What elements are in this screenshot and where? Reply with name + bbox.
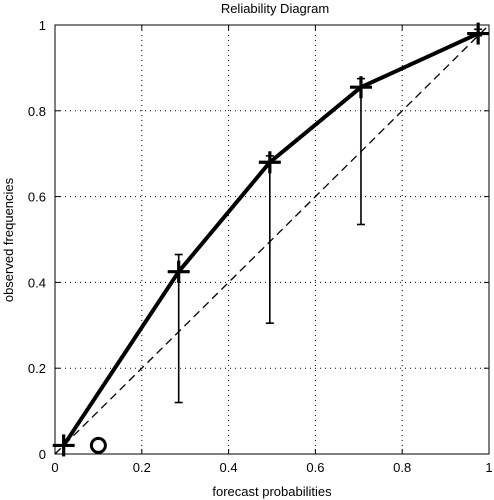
x-axis-label: forecast probabilities — [212, 484, 332, 499]
axes-box — [54, 24, 490, 455]
data-point-marker — [52, 434, 75, 457]
y-tick-label: 0.4 — [28, 275, 46, 290]
data-point-marker — [258, 151, 281, 174]
x-tick-label: 1 — [485, 460, 492, 475]
data-point-marker — [349, 76, 372, 99]
x-tick-label: 0.6 — [306, 460, 324, 475]
y-tick-label: 0 — [39, 447, 46, 462]
data-point-marker — [167, 260, 190, 283]
reliability-curve — [62, 31, 479, 447]
x-tick-label: 0 — [51, 460, 58, 475]
x-tick-label: 0.8 — [393, 460, 411, 475]
circle-marker — [89, 436, 107, 454]
y-tick-label: 1 — [39, 18, 46, 33]
reference-diagonal — [54, 24, 490, 455]
plot-area: 0 0.2 0.4 0.6 0.8 1 0 0.2 0.4 0.6 0.8 1 — [28, 18, 493, 475]
y-tick-label: 0.2 — [28, 361, 46, 376]
data-point-marker — [467, 22, 490, 45]
y-tick-label: 0.8 — [28, 104, 46, 119]
x-tick-label: 0.2 — [133, 460, 151, 475]
x-tick-label: 0.4 — [220, 460, 238, 475]
chart-title: Reliability Diagram — [221, 1, 329, 16]
y-tick-label: 0.6 — [28, 190, 46, 205]
y-axis-label: observed frequencies — [1, 177, 16, 302]
